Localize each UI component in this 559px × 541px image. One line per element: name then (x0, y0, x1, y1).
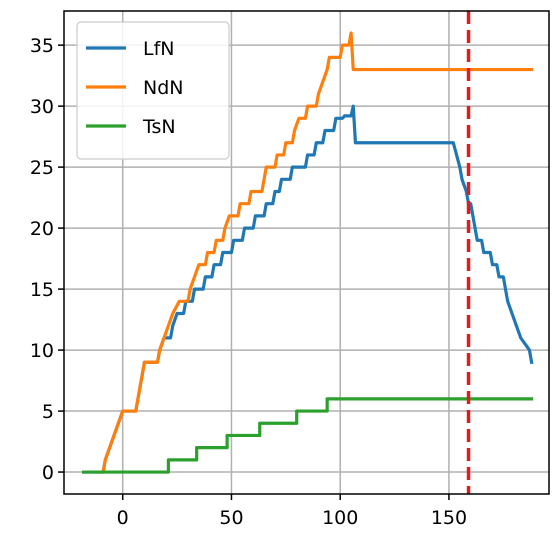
y-tick-label: 0 (42, 462, 54, 484)
x-tick-label: 50 (219, 507, 243, 529)
legend-label-tsn: TsN (142, 116, 176, 138)
y-tick-label: 20 (30, 218, 54, 240)
y-tick-label: 25 (30, 157, 54, 179)
y-tick-label: 15 (30, 279, 54, 301)
axis-ticks: 0 50 100 150 0 5 10 15 20 25 30 35 (30, 35, 467, 529)
series-line-tsn (81, 397, 534, 474)
y-tick-label: 30 (30, 96, 54, 118)
series-line-ndn (101, 31, 534, 474)
series-layer (81, 31, 534, 474)
x-tick-label: 0 (117, 507, 129, 529)
legend: LfN NdN TsN (76, 21, 230, 160)
y-tick-label: 10 (30, 340, 54, 362)
legend-label-ndn: NdN (143, 77, 184, 99)
y-tick-label: 5 (42, 401, 54, 423)
y-tick-label: 35 (30, 35, 54, 57)
x-tick-label: 150 (431, 507, 467, 529)
legend-label-lfn: LfN (143, 38, 175, 60)
x-tick-label: 100 (322, 507, 358, 529)
plot-frame (63, 10, 550, 495)
